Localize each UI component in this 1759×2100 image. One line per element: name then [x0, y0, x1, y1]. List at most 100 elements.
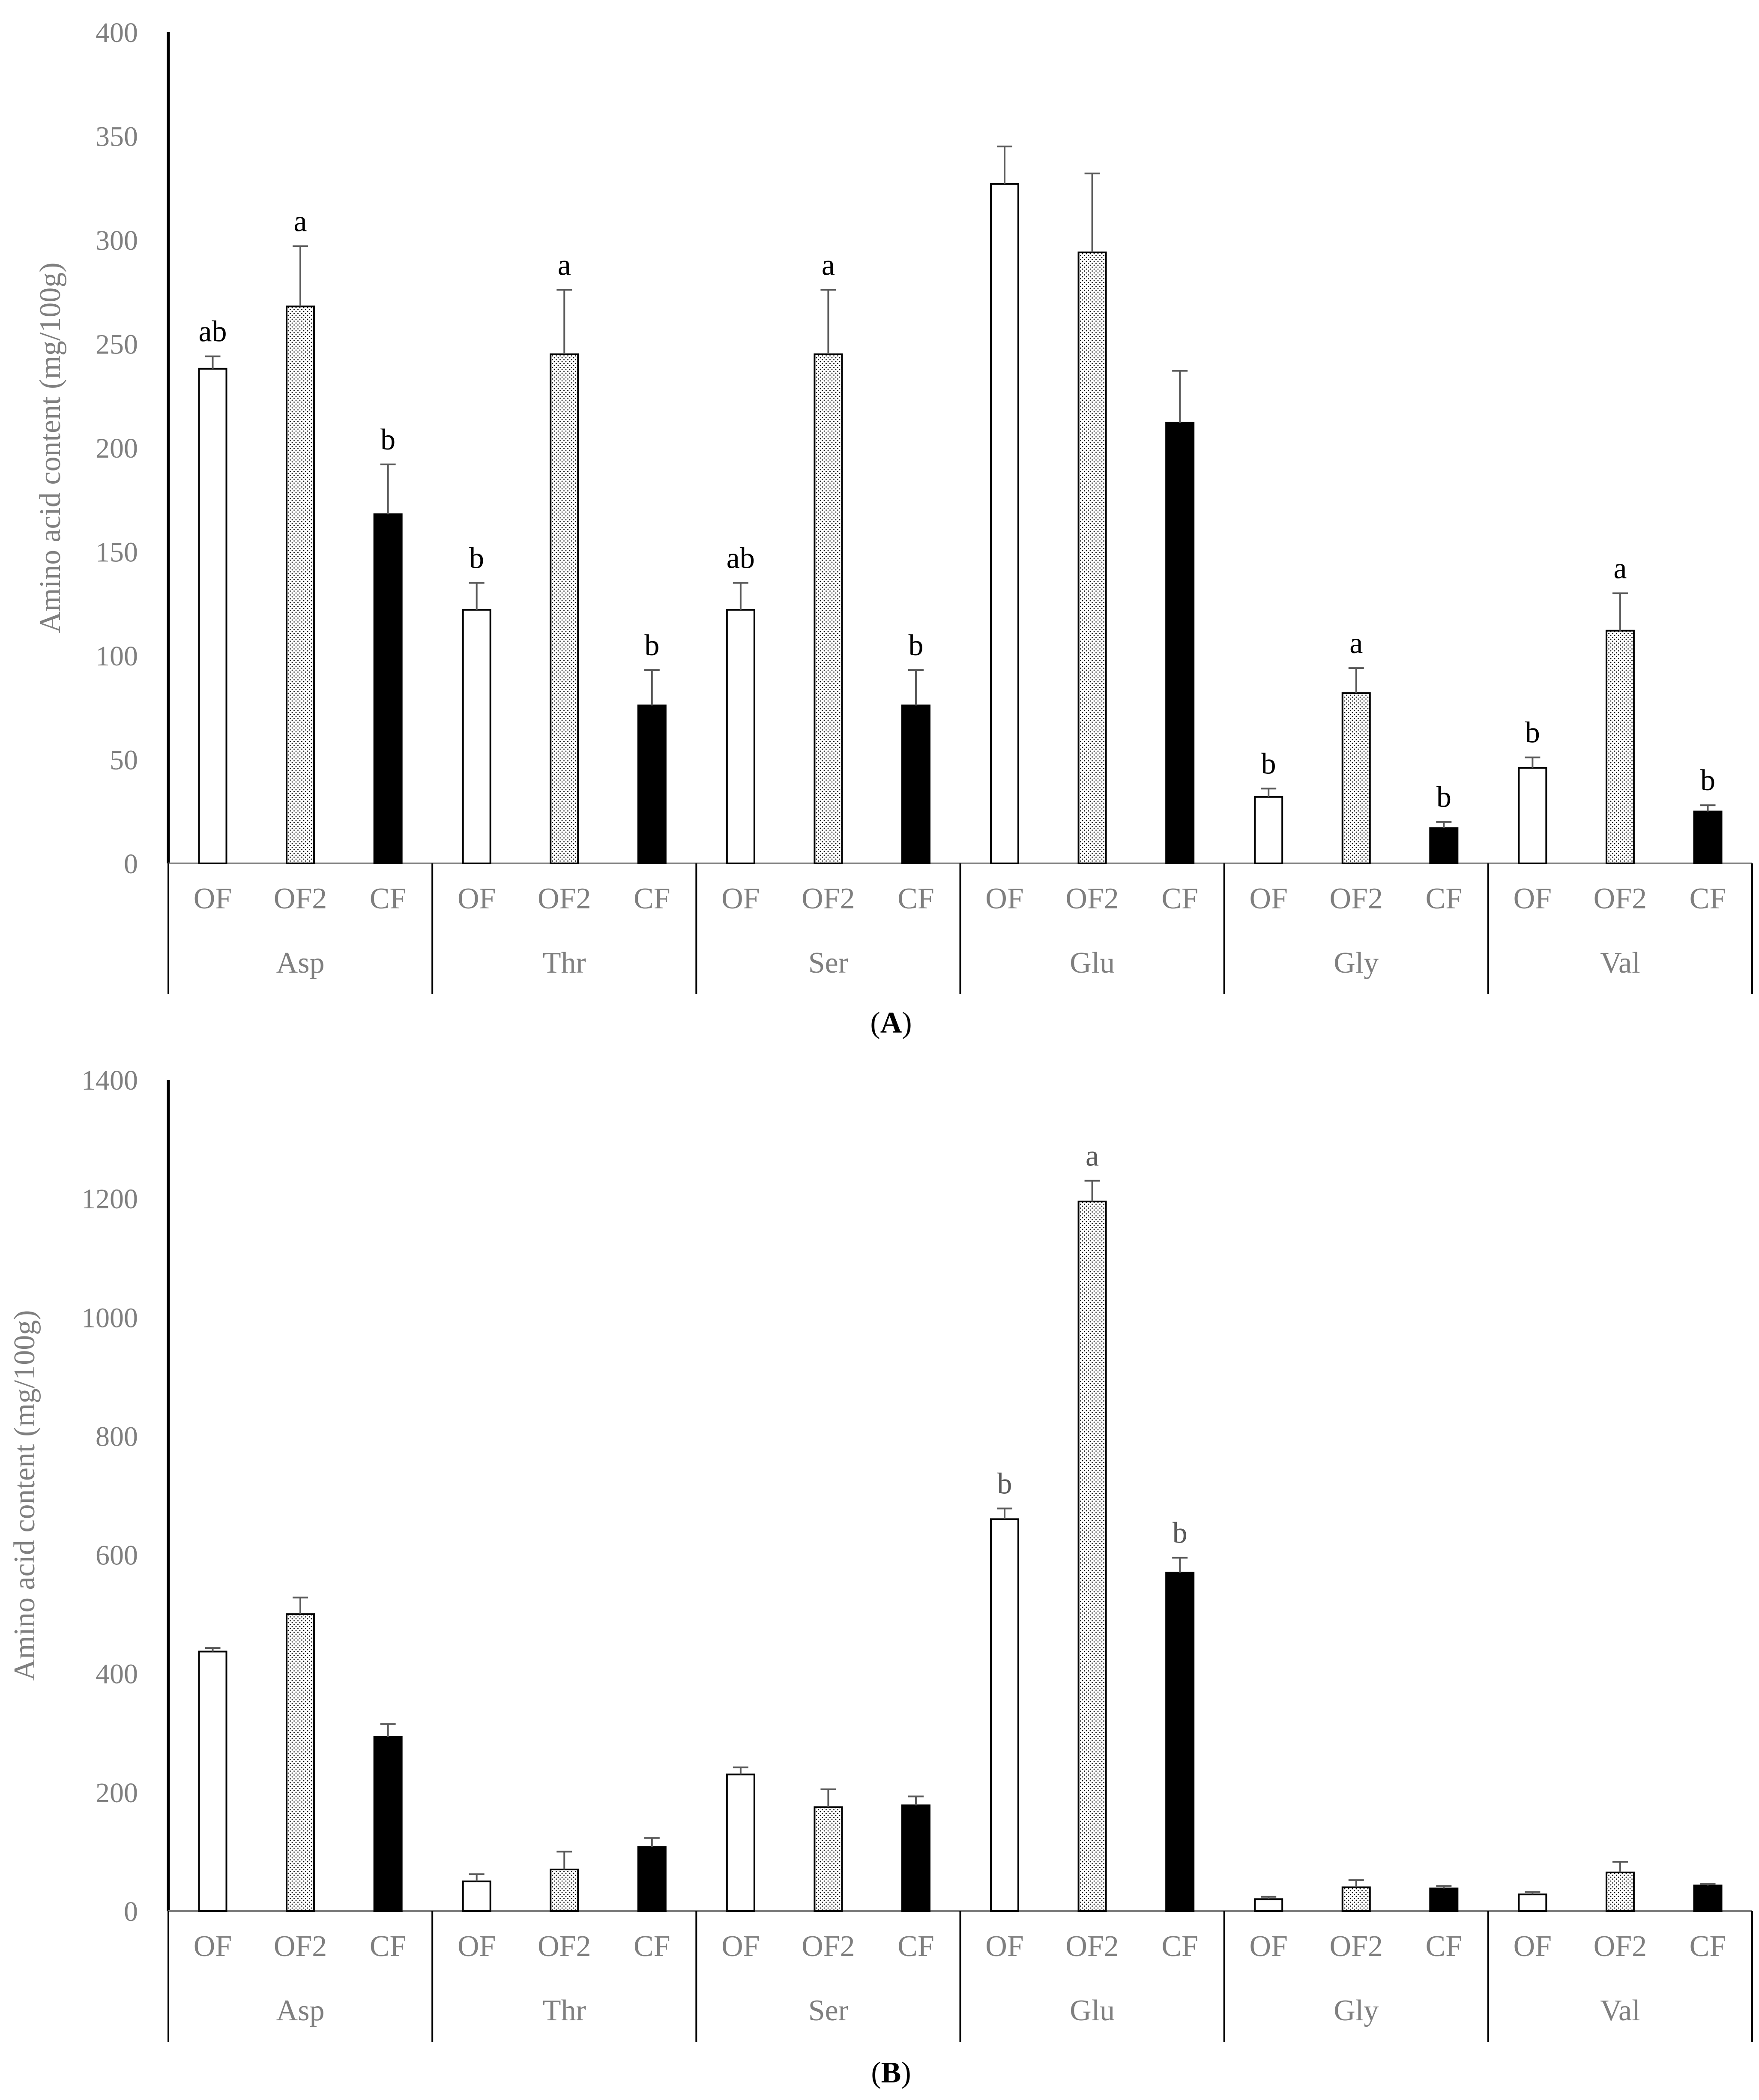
y-tick-label: 0 [124, 1896, 138, 1927]
category-label: OF [985, 1930, 1023, 1963]
bar-cf [1429, 827, 1459, 865]
y-tick-label: 150 [96, 537, 138, 568]
y-tick-label: 200 [96, 1777, 138, 1809]
group-label: Thr [543, 1994, 586, 2027]
y-tick-label: 800 [96, 1421, 138, 1452]
significance-label: b [1173, 1517, 1188, 1550]
significance-label: b [1436, 781, 1451, 814]
panel-label: (A) [870, 1007, 912, 1040]
bar-cf [1165, 422, 1195, 864]
category-label: CF [1426, 1930, 1463, 1963]
bar-of [1518, 767, 1547, 865]
chart-panel-a: 0 50 100 150 200 250 300 350 400 Amino acid conte… [34, 17, 1753, 1040]
y-axis-title: Amino acid content (mg/100g) [34, 262, 67, 633]
category-label: CF [1426, 882, 1463, 915]
category-label: OF2 [1330, 882, 1383, 915]
bar-of2 [814, 1806, 843, 1912]
bar-cf [901, 1804, 930, 1912]
group-label: Glu [1070, 1994, 1115, 2027]
category-label: OF2 [802, 882, 855, 915]
y-tick-label: 300 [96, 225, 138, 256]
bar-of2 [814, 353, 843, 864]
category-label: OF [1514, 1930, 1552, 1963]
significance-label: b [380, 423, 395, 456]
category-label: CF [370, 1930, 407, 1963]
bar-of2 [1341, 1886, 1371, 1912]
bar-of2 [550, 353, 579, 864]
bar-of2 [1341, 692, 1371, 865]
significance-label: a [294, 205, 307, 238]
chart-panel-b: 0 200 400 600 800 1000 1200 1400 Amino acid cont… [8, 1065, 1753, 2089]
group-label: Asp [276, 947, 325, 980]
significance-label: b [644, 629, 659, 662]
bar-of2 [1077, 252, 1107, 864]
category-label: CF [897, 882, 934, 915]
category-label: CF [370, 882, 407, 915]
category-label: OF2 [274, 882, 327, 915]
category-label: CF [1690, 882, 1726, 915]
category-label: OF [458, 882, 496, 915]
category-label: OF2 [1065, 882, 1119, 915]
category-label: CF [1161, 1930, 1198, 1963]
bar-of [1518, 1893, 1547, 1912]
group-label: Ser [808, 947, 848, 980]
y-tick-label: 0 [124, 848, 138, 880]
significance-label: b [1525, 716, 1540, 749]
y-tick-label: 400 [96, 1659, 138, 1690]
significance-label: b [1700, 764, 1715, 797]
group-label: Asp [276, 1994, 325, 2027]
y-tick-label: 1200 [81, 1183, 138, 1215]
significance-label: a [558, 249, 571, 282]
category-label: CF [634, 882, 670, 915]
panel-label: (B) [871, 2056, 911, 2089]
category-label: CF [634, 1930, 670, 1963]
category-label: OF [721, 1930, 760, 1963]
bar-cf [637, 1846, 667, 1912]
significance-label: a [1349, 627, 1363, 660]
y-tick-label: 600 [96, 1540, 138, 1571]
y-tick-label: 400 [96, 17, 138, 48]
category-label: OF [721, 882, 760, 915]
category-label: OF2 [538, 1930, 591, 1963]
bar-of2 [1077, 1201, 1107, 1912]
bar-of [990, 183, 1020, 864]
bar-of [1254, 796, 1283, 865]
bar-cf [637, 704, 667, 865]
bar-of2 [286, 306, 315, 865]
significance-label: ab [198, 315, 227, 348]
group-label: Thr [543, 947, 586, 980]
bar-cf [901, 704, 930, 865]
bar-of2 [550, 1869, 579, 1912]
group-label: Gly [1334, 1994, 1379, 2027]
category-label: CF [1690, 1930, 1726, 1963]
group-label: Gly [1334, 947, 1379, 980]
category-label: OF2 [538, 882, 591, 915]
significance-label: ab [727, 542, 755, 575]
category-label: CF [1161, 882, 1198, 915]
group-label: Val [1600, 1994, 1640, 2027]
y-tick-label: 1400 [81, 1065, 138, 1096]
category-label: OF2 [274, 1930, 327, 1963]
bar-of [198, 1651, 227, 1912]
category-label: OF2 [1594, 882, 1647, 915]
category-label: OF [194, 1930, 232, 1963]
bar-cf [1165, 1572, 1195, 1912]
bar-of2 [1605, 1871, 1635, 1912]
group-label: Ser [808, 1994, 848, 2027]
category-label: OF2 [1330, 1930, 1383, 1963]
bar-cf [373, 1736, 403, 1912]
bar-of [726, 609, 755, 865]
significance-label: b [908, 629, 923, 662]
category-label: OF [1514, 882, 1552, 915]
bar-cf [1429, 1887, 1459, 1912]
category-label: OF [1249, 882, 1287, 915]
y-tick-label: 1000 [81, 1302, 138, 1333]
bar-of [462, 1880, 491, 1912]
category-label: OF [1249, 1930, 1287, 1963]
significance-label: a [1613, 552, 1627, 585]
y-tick-label: 200 [96, 433, 138, 464]
bar-of2 [286, 1613, 315, 1912]
y-tick-label: 250 [96, 329, 138, 360]
bar-of [990, 1518, 1020, 1912]
